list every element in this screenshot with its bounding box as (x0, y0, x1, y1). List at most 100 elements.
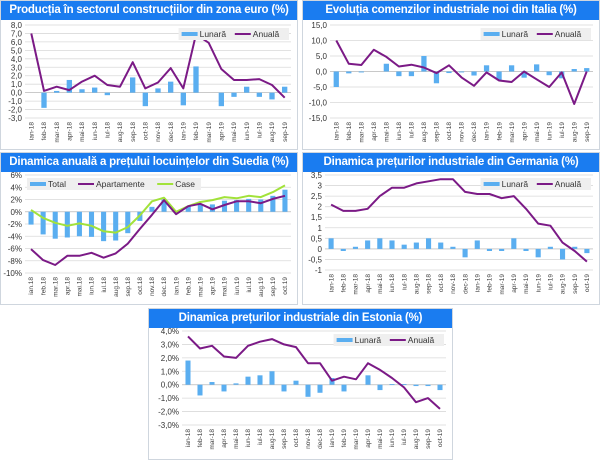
bar-lunară (486, 248, 493, 251)
x-tick-label: oct-18 (143, 122, 150, 140)
x-tick-label: iul.18 (101, 277, 108, 293)
bar-lunară (197, 384, 203, 396)
bar-lunară (231, 92, 237, 97)
y-tick-label: 4% (10, 183, 22, 192)
x-tick-label: iul-19 (257, 122, 264, 138)
bar-lunară (483, 65, 490, 72)
chart-title: Dinamica prețurilor industriale din Germ… (303, 153, 599, 172)
x-tick-label: oct-18 (293, 429, 300, 447)
chart-c5: 4,0% 3,0% 2,0% 1,0% 0,0% -1,0% -2,0% -3,0% ian-1… (158, 328, 446, 450)
x-tick-label: mar.19 (198, 277, 205, 297)
bar-lunară (546, 71, 552, 76)
x-tick-label: aug-18 (414, 274, 421, 295)
bar-lunară (425, 238, 432, 249)
bar-lunară (499, 248, 505, 251)
x-tick-label: mar-19 (206, 122, 213, 143)
legend-label: Apartamente (96, 179, 145, 189)
bar-total (246, 198, 252, 212)
x-tick-label: iul-18 (105, 122, 112, 138)
x-tick-label: dec-18 (462, 274, 469, 294)
x-tick-label: mar-19 (353, 429, 360, 450)
bar-lunară (547, 246, 553, 249)
x-tick-label: aug-19 (571, 122, 578, 143)
x-tick-label: mai-18 (377, 274, 384, 294)
y-tick-label: -10% (3, 269, 22, 278)
legend-box (480, 28, 591, 40)
y-tick-label: 4,0% (161, 328, 179, 336)
legend-label: Lunară (200, 29, 227, 39)
bar-total (52, 211, 58, 239)
bar-lunară (340, 248, 346, 251)
bar-lunară (535, 248, 541, 258)
x-tick-label: feb-18 (41, 122, 48, 141)
bar-lunară (328, 238, 334, 249)
y-tick-label: -3,0 (8, 114, 22, 123)
bar-lunară (233, 383, 239, 385)
x-tick-label: sep-18 (130, 122, 137, 142)
x-tick-label: oct.19 (282, 277, 289, 295)
bar-lunară (293, 380, 299, 385)
y-tick-label: -5,0 (313, 83, 327, 92)
y-tick-label: 0,0 (316, 68, 328, 77)
bar-lunară (471, 71, 477, 76)
bar-lunară (383, 63, 389, 72)
y-tick-label: 4,0 (11, 55, 23, 64)
y-tick-label: 2,0 (11, 72, 23, 81)
x-tick-label: mai-19 (377, 429, 384, 449)
y-tick-label: 1,0% (161, 367, 179, 376)
x-tick-label: apr-19 (521, 122, 528, 141)
x-tick-label: mai-19 (523, 274, 530, 294)
bar-lunară (559, 248, 566, 260)
chart-title: Producția în sectorul construcțiilor din… (1, 1, 297, 20)
bar-lunară (341, 384, 347, 392)
y-tick-label: -3,0% (158, 421, 179, 430)
chart-title: Dinamica prețurilor industriale din Esto… (149, 309, 452, 328)
x-tick-label: mai-18 (79, 122, 86, 142)
x-tick-label: nov-18 (155, 122, 162, 142)
bar-total (258, 199, 264, 212)
legend-box (178, 28, 289, 40)
bar-lunară (377, 384, 383, 391)
bar-lunară (346, 71, 352, 74)
y-tick-label: 0,0% (161, 381, 179, 390)
x-tick-label: mar-19 (499, 274, 506, 295)
x-tick-label: aug-18 (117, 122, 124, 143)
x-tick-label: aug-19 (560, 274, 567, 295)
chart-panel-orders-italy: Evoluția comenzilor industriale noi din … (302, 0, 600, 150)
x-tick-label: iun-18 (245, 429, 252, 447)
bar-lunară (155, 88, 161, 93)
bar-lunară (168, 81, 174, 93)
x-tick-label: mar-18 (359, 122, 366, 143)
chart-panel-construction-eurozone: Producția în sectorul construcțiilor din… (0, 0, 298, 150)
x-tick-label: feb-19 (341, 429, 348, 448)
bar-lunară (389, 384, 395, 385)
bar-lunară (450, 246, 456, 249)
chart-title: Evoluția comenzilor industriale noi din … (303, 1, 599, 20)
x-tick-label: oct.18 (137, 277, 144, 295)
x-tick-label: iul.19 (246, 277, 253, 293)
y-tick-label: 3,5 (311, 172, 323, 180)
bar-total (197, 204, 203, 212)
bar-lunară (41, 92, 47, 108)
x-tick-label: ian-19 (484, 122, 491, 140)
x-tick-label: ian-18 (29, 122, 36, 140)
bar-lunară (584, 68, 590, 72)
bar-lunară (437, 384, 443, 391)
bar-lunară (389, 240, 395, 249)
x-tick-label: ian-19 (329, 429, 336, 447)
bar-lunară (66, 79, 72, 93)
bar-lunară (358, 71, 364, 73)
x-tick-label: aug-18 (421, 122, 428, 143)
bar-lunară (446, 71, 452, 74)
x-tick-label: iul-18 (257, 429, 264, 445)
y-tick-label: 10,0 (311, 37, 327, 46)
x-tick-label: dec-18 (471, 122, 478, 142)
legend-label: Anuală (555, 179, 582, 189)
y-tick-label: -2% (8, 220, 22, 229)
bar-lunară (269, 371, 275, 385)
bar-lunară (458, 71, 465, 73)
bar-lunară (511, 238, 517, 249)
legend-box (27, 178, 201, 190)
bar-lunară (534, 64, 540, 72)
y-tick-label: 1,5 (311, 213, 323, 222)
